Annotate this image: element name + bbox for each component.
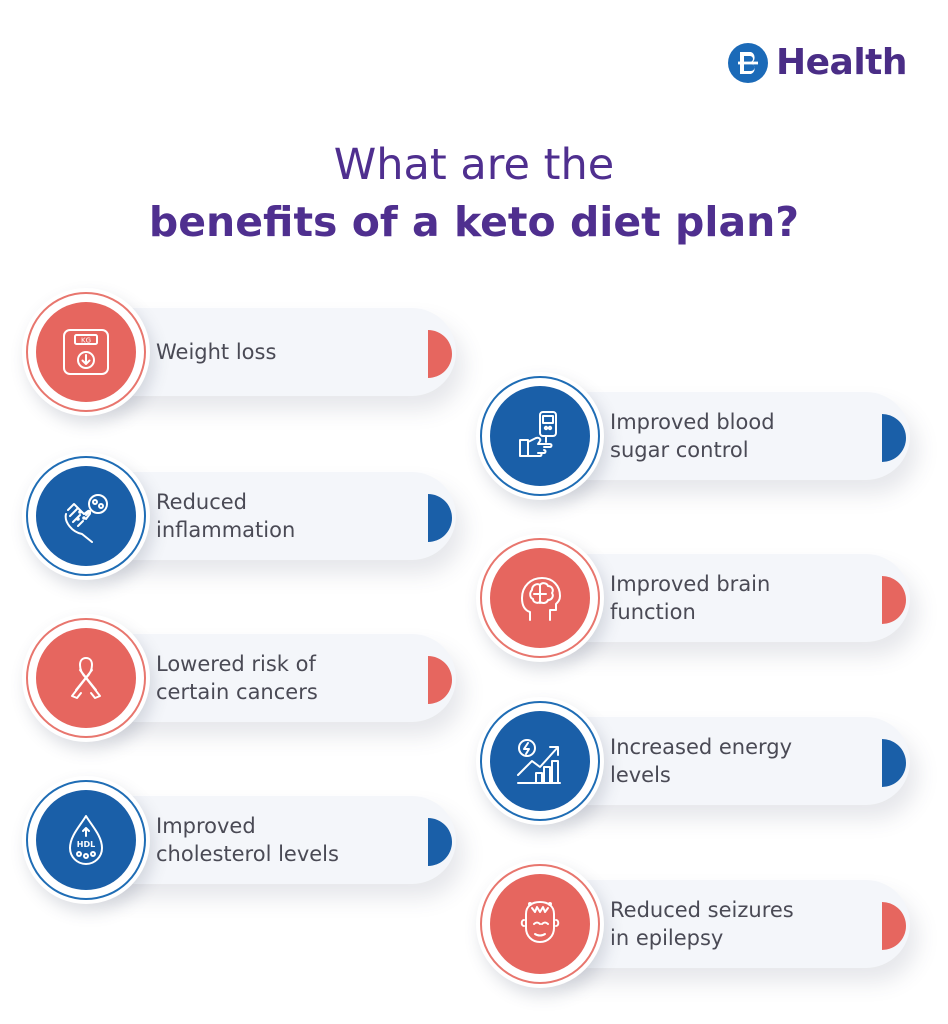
benefit-icon-badge <box>476 534 604 662</box>
benefit-card-improved-cholesterol: HDL Improved cholesterol levels <box>22 776 462 906</box>
benefit-card-weight-loss: KG Weight loss <box>22 288 462 418</box>
benefit-label: Improved cholesterol levels <box>156 814 339 866</box>
benefit-label: Lowered risk of certain cancers <box>156 652 318 704</box>
benefit-card-energy-levels: Increased energy levels <box>476 697 916 827</box>
glucometer-icon <box>519 411 557 457</box>
benefit-card-brain-function: Improved brain function <box>476 534 916 664</box>
benefit-label: Reduced inflammation <box>156 490 296 542</box>
benefit-label: Increased energy levels <box>610 735 793 787</box>
benefit-card-reduced-seizures: Reduced seizures in epilepsy <box>476 860 916 990</box>
inflamed-hand-icon <box>64 494 108 543</box>
benefit-label: Reduced seizures in epilepsy <box>610 898 794 950</box>
title-line-2: benefits of a keto diet plan? <box>148 198 800 246</box>
benefit-label: Weight loss <box>156 340 277 364</box>
svg-text:KG: KG <box>81 337 91 345</box>
benefit-card-lowered-cancer-risk: Lowered risk of certain cancers <box>22 614 462 744</box>
seizure-head-icon <box>520 901 560 943</box>
benefit-card-reduced-inflammation: Reduced inflammation <box>22 452 462 582</box>
brand-mark-icon <box>728 42 768 83</box>
benefit-icon-badge: KG <box>22 288 150 416</box>
benefit-card-blood-sugar-control: Improved blood sugar control <box>476 372 916 502</box>
page-title: What are the benefits of a keto diet pla… <box>0 138 948 252</box>
title-line-1: What are the <box>333 140 615 190</box>
benefit-icon-badge <box>476 860 604 988</box>
energy-growth-icon <box>517 739 561 784</box>
awareness-ribbon-icon <box>71 657 101 699</box>
hdl-drop-icon: HDL <box>69 815 103 865</box>
benefit-icon-badge <box>476 372 604 500</box>
brain-head-icon <box>521 577 561 621</box>
benefit-icon-badge: HDL <box>22 776 150 904</box>
benefit-label: Improved blood sugar control <box>610 410 775 462</box>
benefit-icon-badge <box>22 452 150 580</box>
brand-name: Health <box>776 42 908 83</box>
weighing-scale-icon: KG <box>63 329 109 375</box>
benefit-icon-badge <box>22 614 150 742</box>
benefit-icon-badge <box>476 697 604 825</box>
svg-text:HDL: HDL <box>77 840 95 849</box>
benefit-label: Improved brain function <box>610 572 771 624</box>
brand-logo: Health <box>728 42 908 83</box>
